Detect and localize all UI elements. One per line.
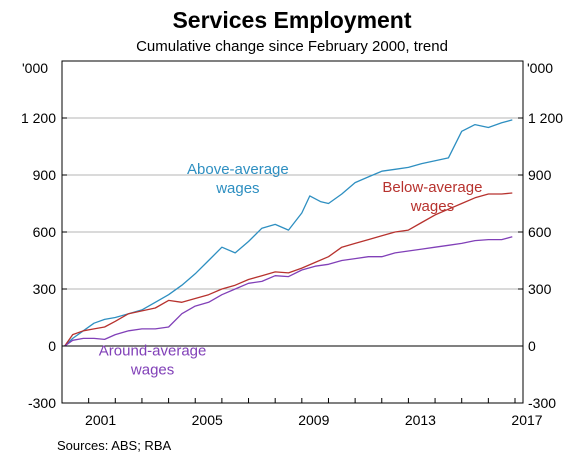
y-unit-label-left: '000 xyxy=(22,60,48,76)
x-tick-label: 2009 xyxy=(298,412,329,428)
y-tick-label-right: 0 xyxy=(528,338,536,354)
y-tick-label-right: 900 xyxy=(528,167,552,183)
y-tick-label-left: -300 xyxy=(28,395,56,411)
chart-title: Services Employment xyxy=(172,7,411,33)
y-tick-label-left: 600 xyxy=(33,224,57,240)
series-lines xyxy=(64,119,513,347)
series-line-above-average-wages xyxy=(64,119,513,347)
y-tick-label-right: 1 200 xyxy=(528,110,563,126)
y-unit-label-right: '000 xyxy=(527,60,553,76)
y-tick-label-right: -300 xyxy=(528,395,556,411)
source-note: Sources: ABS; RBA xyxy=(57,438,171,453)
x-tick-label: 2005 xyxy=(192,412,223,428)
series-line-below-average-wages xyxy=(64,192,513,347)
axis-ticks: -300 -300 0 0 300 300 600 600 900 900 1 200 1 200 20… xyxy=(21,110,563,428)
x-tick-label: 2013 xyxy=(405,412,436,428)
y-tick-label-left: 300 xyxy=(33,281,57,297)
series-label-around-average-wages: wages xyxy=(130,362,174,379)
y-tick-label-right: 300 xyxy=(528,281,552,297)
series-label-around-average-wages: Around-average xyxy=(99,343,207,360)
series-label-below-average-wages: wages xyxy=(410,198,454,215)
series-label-above-average-wages: wages xyxy=(215,180,259,197)
chart-subtitle: Cumulative change since February 2000, t… xyxy=(136,38,448,55)
x-tick-label: 2017 xyxy=(511,412,542,428)
x-tick-label: 2001 xyxy=(85,412,116,428)
series-label-above-average-wages: Above-average xyxy=(187,161,289,178)
series-line-around-average-wages xyxy=(64,236,513,347)
series-annotations: Above-average wages Below-average wages Arou… xyxy=(99,161,483,378)
y-tick-label-left: 0 xyxy=(48,338,56,354)
y-tick-label-right: 600 xyxy=(528,224,552,240)
y-tick-label-left: 1 200 xyxy=(21,110,56,126)
gridlines xyxy=(62,117,523,347)
series-label-below-average-wages: Below-average xyxy=(382,179,482,196)
y-tick-label-left: 900 xyxy=(33,167,57,183)
